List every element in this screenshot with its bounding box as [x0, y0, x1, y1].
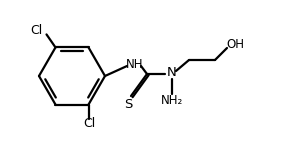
Text: N: N — [167, 67, 177, 79]
Text: NH: NH — [126, 58, 144, 70]
Text: S: S — [124, 97, 132, 110]
Text: Cl: Cl — [30, 24, 43, 37]
Text: Cl: Cl — [84, 117, 95, 130]
Text: NH₂: NH₂ — [161, 94, 183, 107]
Text: OH: OH — [226, 37, 244, 51]
